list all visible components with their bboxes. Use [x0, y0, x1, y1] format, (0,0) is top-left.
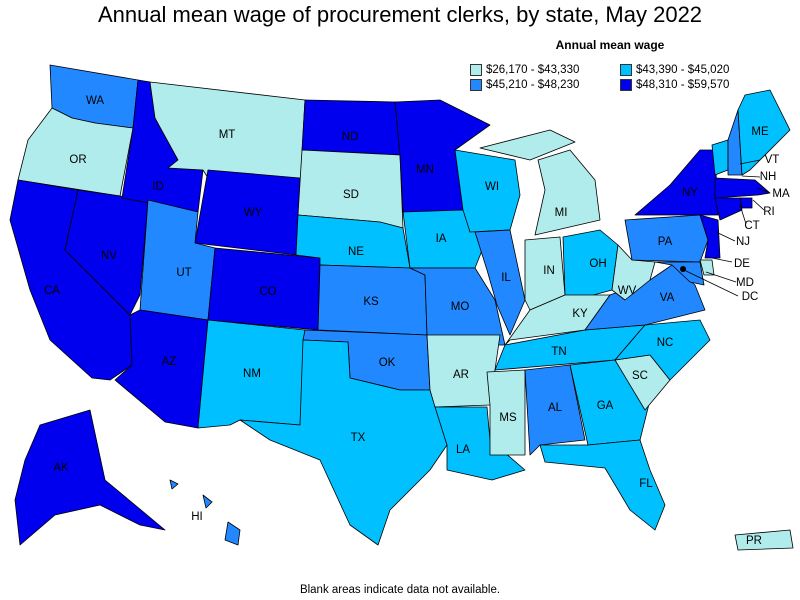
state-nd: [301, 99, 401, 156]
state-label-nv: NV: [101, 250, 117, 262]
state-la: [434, 406, 526, 481]
state-label-nh: NH: [760, 171, 777, 183]
legend-label: $48,310 - $59,570: [636, 79, 730, 91]
state-label-ny: NY: [682, 187, 698, 199]
state-label-fl: FL: [639, 478, 653, 490]
state-label-mt: MT: [219, 129, 236, 141]
legend-item: $26,170 - $43,330: [470, 64, 620, 76]
legend: Annual mean wage $26,170 - $43,330 $43,3…: [470, 38, 780, 91]
state-label-sd: SD: [343, 189, 359, 201]
state-label-ar: AR: [453, 369, 469, 381]
state-tx: [239, 339, 448, 546]
legend-label: $43,390 - $45,020: [636, 64, 730, 76]
state-mi: [479, 129, 601, 236]
state-ct: [714, 197, 743, 221]
legend-label: $45,210 - $48,230: [486, 79, 580, 91]
state-label-va: VA: [660, 292, 675, 304]
state-va: [584, 264, 706, 331]
state-label-me: ME: [751, 126, 769, 138]
legend-item: $48,310 - $59,570: [620, 79, 770, 91]
state-label-nd: ND: [342, 131, 359, 143]
state-label-pa: PA: [658, 236, 673, 248]
state-or: [17, 107, 134, 197]
state-label-nj: NJ: [736, 236, 750, 248]
state-ar: [426, 334, 501, 408]
state-label-al: AL: [548, 402, 563, 414]
state-pr: [734, 529, 794, 551]
state-label-ut: UT: [176, 267, 191, 279]
state-pa: [624, 214, 709, 263]
state-label-ak: AK: [53, 462, 69, 474]
state-label-vt: VT: [765, 154, 780, 166]
state-label-wi: WI: [485, 181, 499, 193]
state-fl: [539, 439, 666, 531]
state-label-id: ID: [152, 181, 164, 193]
state-label-tn: TN: [551, 346, 566, 358]
state-il: [474, 229, 526, 336]
state-label-ri: RI: [763, 206, 775, 218]
state-label-nc: NC: [657, 337, 674, 349]
state-ms: [486, 369, 526, 456]
legend-label: $26,170 - $43,330: [486, 64, 580, 76]
state-label-hi: HI: [191, 511, 203, 523]
state-label-sc: SC: [632, 370, 648, 382]
state-label-ga: GA: [597, 400, 614, 412]
state-label-il: IL: [501, 272, 511, 284]
state-md: [654, 261, 705, 286]
legend-item: $45,210 - $48,230: [470, 79, 620, 91]
state-label-pr: PR: [746, 535, 762, 547]
footnote: Blank areas indicate data not available.: [299, 584, 501, 596]
state-label-tx: TX: [351, 432, 366, 444]
state-label-ky: KY: [572, 308, 588, 320]
state-label-de: DE: [734, 258, 750, 270]
state-label-dc: DC: [742, 291, 759, 303]
state-label-mo: MO: [451, 301, 470, 313]
legend-title: Annual mean wage: [555, 38, 665, 52]
dc-marker: [680, 266, 686, 272]
state-vt: [711, 139, 729, 176]
state-ny: [634, 149, 719, 216]
state-label-mi: MI: [555, 207, 568, 219]
state-label-ia: IA: [436, 233, 447, 245]
legend-item: $43,390 - $45,020: [620, 64, 770, 76]
state-label-ks: KS: [363, 296, 379, 308]
state-label-ca: CA: [44, 285, 60, 297]
legend-swatch: [470, 64, 482, 76]
state-label-in: IN: [543, 265, 555, 277]
state-label-nm: NM: [243, 368, 261, 380]
map-title: Annual mean wage of procurement clerks, …: [97, 2, 703, 27]
state-label-az: AZ: [162, 356, 177, 368]
state-ak: [14, 409, 166, 546]
legend-swatch: [470, 79, 482, 91]
state-ia: [402, 209, 488, 269]
state-label-ct: CT: [744, 220, 759, 232]
state-me: [737, 89, 791, 176]
legend-swatch: [620, 79, 632, 91]
state-label-md: MD: [736, 277, 754, 289]
state-label-mn: MN: [416, 164, 434, 176]
state-label-wy: WY: [244, 207, 263, 219]
state-label-co: CO: [259, 286, 276, 298]
state-label-or: OR: [69, 154, 86, 166]
state-label-wa: WA: [86, 95, 104, 107]
state-label-ok: OK: [379, 357, 396, 369]
legend-swatch: [620, 64, 632, 76]
state-al: [524, 364, 586, 456]
state-label-ne: NE: [348, 246, 364, 258]
state-label-wv: WV: [618, 285, 637, 297]
state-label-ms: MS: [499, 412, 517, 424]
state-ma: [714, 177, 771, 199]
state-label-ma: MA: [772, 188, 790, 200]
state-label-oh: OH: [589, 258, 606, 270]
state-label-la: LA: [456, 444, 470, 456]
state-hi: [169, 479, 241, 546]
